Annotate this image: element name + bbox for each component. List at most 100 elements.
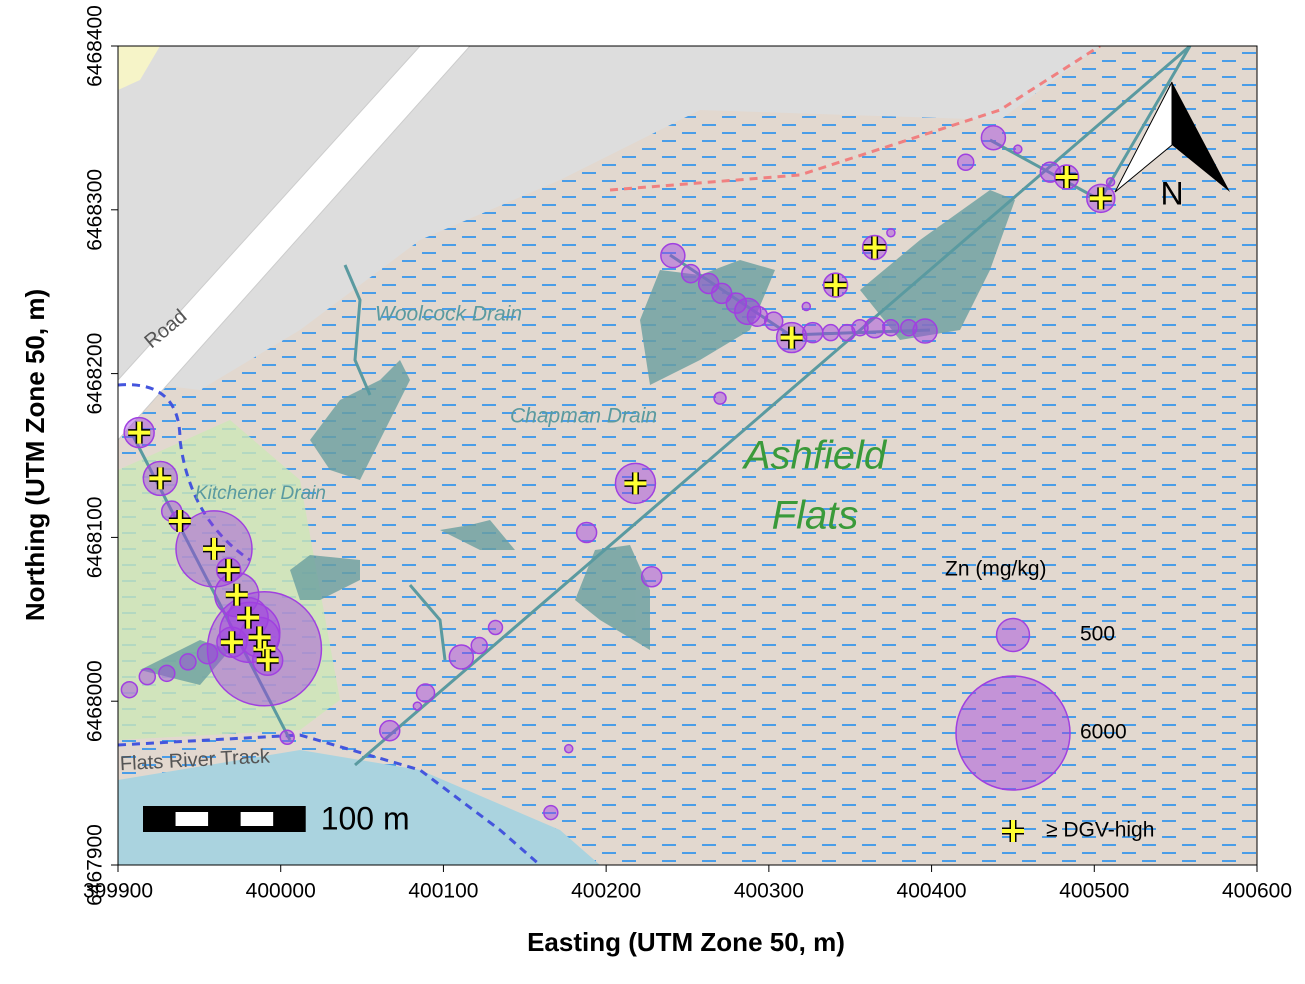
zn-bubble [763, 311, 784, 331]
dgv-cross [1002, 820, 1024, 842]
zn-bubble [882, 318, 900, 337]
dgv-cross [1055, 166, 1078, 189]
zn-bubble [563, 743, 574, 754]
zn-bubble [725, 292, 748, 314]
x-tick-label: 400100 [408, 880, 478, 903]
drain [343, 264, 372, 396]
track [118, 383, 251, 562]
zn-bubble [179, 653, 197, 671]
legend-bubble [995, 617, 1031, 653]
zn-bubble [412, 701, 423, 711]
y-tick-label: 6467900 [84, 824, 107, 906]
x-tick-label: 399900 [83, 880, 153, 903]
map-label: Woolcock Drain [375, 303, 522, 326]
zn-bubble [660, 242, 686, 269]
north-arrow [1114, 81, 1230, 193]
zn-bubble [158, 664, 176, 683]
cross-stroke [1089, 187, 1112, 210]
dgv-cross [863, 236, 886, 259]
legend-label: 500 [1080, 623, 1115, 646]
zn-bubble [710, 282, 733, 305]
scale-bar [143, 806, 306, 832]
y-tick-label: 6468400 [84, 5, 107, 87]
zn-bubble [838, 323, 856, 342]
cross-stroke [149, 467, 172, 490]
x-tick-label: 400300 [734, 880, 804, 903]
dgv-cross [256, 649, 279, 672]
scale-bar-label: 100 m [321, 800, 410, 836]
y-tick-label: 6468100 [84, 497, 107, 579]
x-tick-label: 400500 [1059, 880, 1129, 903]
dgv-cross [1089, 187, 1112, 210]
transect [1098, 46, 1192, 201]
track [118, 733, 541, 865]
dgv-cross [149, 467, 172, 490]
cross-stroke [863, 236, 886, 259]
x-tick-label: 400200 [571, 880, 641, 903]
dgv-cross [225, 583, 248, 606]
cross-stroke [237, 606, 260, 629]
cross-stroke [128, 421, 151, 444]
zn-bubble [575, 521, 598, 544]
cross-stroke [256, 649, 279, 672]
dgv-cross [237, 606, 260, 629]
cross-stroke [1002, 820, 1024, 842]
zn-bubble [733, 297, 762, 326]
legend-label: 6000 [1080, 721, 1127, 744]
dgv-cross [217, 559, 240, 582]
y-tick-label: 6468200 [84, 333, 107, 415]
legend-label: ≥ DGV-high [1046, 819, 1154, 842]
map-label: Ashfield [742, 434, 888, 478]
cross-stroke [220, 631, 243, 654]
x-tick-label: 400000 [246, 880, 316, 903]
map-label: Chapman Drain [510, 405, 657, 428]
scale-bar-segment [240, 812, 274, 826]
map-label: Kitchener Drain [195, 483, 326, 504]
legend-title: Zn (mg/kg) [945, 558, 1047, 581]
zn-bubble [543, 804, 559, 821]
zn-bubble [851, 318, 869, 337]
transect [789, 328, 931, 337]
dgv-cross [128, 421, 151, 444]
legend-bubble [955, 675, 1071, 791]
zn-bubble [138, 667, 157, 686]
x-tick-label: 400400 [897, 880, 967, 903]
river [118, 750, 600, 865]
zn-bubble [886, 227, 896, 238]
dgv-cross [624, 472, 647, 495]
zn-bubble [863, 316, 886, 339]
park [118, 46, 160, 90]
zn-bubble [912, 318, 938, 344]
cross-stroke [824, 274, 847, 297]
dgv-cross [248, 626, 271, 649]
road [118, 46, 471, 441]
map-label: Flats [772, 494, 859, 538]
cross-stroke [624, 472, 647, 495]
cross-stroke [225, 583, 248, 606]
dgv-cross [780, 326, 803, 349]
cross-stroke [217, 559, 240, 582]
zn-bubble [746, 305, 769, 328]
zn-bubble [956, 153, 975, 172]
zn-bubble [980, 124, 1007, 151]
zn-bubble [802, 321, 824, 344]
zn-bubble [1013, 144, 1023, 154]
north-label: N [1160, 175, 1183, 211]
zn-bubble [196, 642, 219, 665]
zn-bubble [448, 644, 475, 670]
cross-stroke [203, 537, 226, 560]
y-tick-label: 6468000 [84, 660, 107, 742]
transect [354, 46, 1191, 767]
zn-bubble [487, 619, 504, 636]
zn-bubble [1105, 177, 1116, 187]
zn-bubble [680, 263, 701, 284]
zn-bubble [821, 323, 840, 342]
dgv-cross [203, 537, 226, 560]
x-axis-title: Easting (UTM Zone 50, m) [527, 927, 845, 957]
boundary [609, 46, 1101, 192]
drain [408, 584, 447, 661]
zn-bubble [713, 391, 727, 405]
plot-frame [117, 45, 1258, 866]
cross-stroke [1055, 166, 1078, 189]
